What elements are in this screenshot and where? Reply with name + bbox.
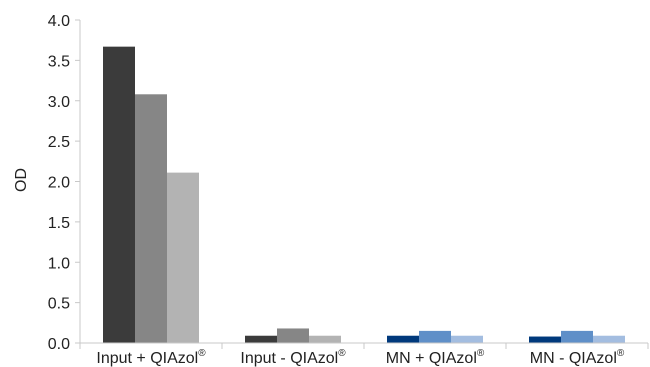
- registered-mark: ®: [477, 348, 485, 359]
- y-tick-label: 0.0: [48, 336, 70, 353]
- bar: [419, 330, 451, 343]
- y-tick-label: 4.0: [48, 13, 70, 30]
- bar: [561, 330, 593, 343]
- axes: [79, 20, 649, 349]
- bar: [309, 335, 341, 343]
- bar: [387, 335, 419, 343]
- bar: [167, 172, 199, 343]
- category-labels: Input + QIAzol® Input - QIAzol® MN + QIAzo…: [96, 348, 624, 367]
- bar: [135, 94, 167, 343]
- y-tick-label: 2.5: [48, 134, 70, 151]
- x-category-name: Input + QIAzol: [96, 350, 198, 367]
- bar: [529, 336, 561, 343]
- y-tick-label: 1.0: [48, 255, 70, 272]
- bar-group: [103, 46, 625, 344]
- x-category-label: MN + QIAzol®: [386, 348, 485, 367]
- bar: [593, 335, 625, 343]
- x-category-label: Input - QIAzol®: [240, 348, 346, 367]
- y-tick-label: 2.0: [48, 175, 70, 192]
- y-axis-title: OD: [13, 168, 30, 192]
- x-category-label: Input + QIAzol®: [96, 348, 206, 367]
- y-axis-ticks: 0.0 0.5 1.0 1.5 2.0 2.5 3.0 3.5 4.0: [48, 13, 80, 353]
- x-category-name: Input - QIAzol: [240, 350, 338, 367]
- x-category-name: MN + QIAzol: [386, 350, 477, 367]
- bar: [277, 328, 309, 343]
- y-tick-label: 3.5: [48, 53, 70, 70]
- bar: [451, 335, 483, 343]
- x-category-name: MN - QIAzol: [530, 350, 617, 367]
- bar: [103, 46, 135, 344]
- y-tick-label: 3.0: [48, 94, 70, 111]
- registered-mark: ®: [617, 348, 625, 359]
- registered-mark: ®: [198, 348, 206, 359]
- y-tick-label: 1.5: [48, 215, 70, 232]
- y-tick-label: 0.5: [48, 296, 70, 313]
- registered-mark: ®: [338, 348, 346, 359]
- bar: [245, 335, 277, 343]
- x-category-label: MN - QIAzol®: [530, 348, 625, 367]
